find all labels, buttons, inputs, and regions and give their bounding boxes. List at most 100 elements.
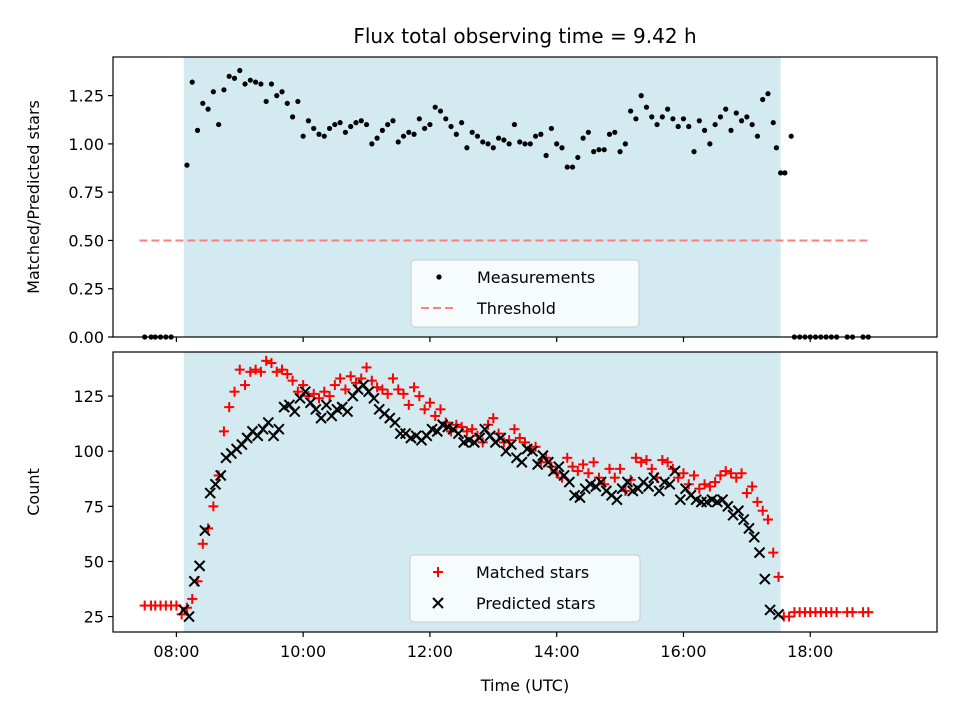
measurement-point: [205, 106, 211, 112]
predicted-star-point: [215, 469, 227, 482]
legend-box: [409, 554, 641, 623]
predicted-star-point: [674, 494, 686, 506]
measurement-point: [374, 135, 380, 141]
matched-star-point: [657, 455, 668, 466]
predicted-star-point: [732, 505, 745, 517]
measurement-point: [564, 164, 570, 170]
matched-star-point: [377, 384, 388, 395]
measurement-point: [612, 129, 618, 135]
predicted-star-point: [368, 392, 380, 405]
measurement-point: [253, 79, 259, 85]
measurement-point: [686, 123, 692, 130]
y-tick-label: 25: [84, 608, 104, 627]
matched-star-point: [636, 457, 647, 468]
predicted-star-point: [748, 531, 760, 543]
x-tick-label: 10:00: [280, 642, 326, 661]
measurement-point: [606, 131, 613, 137]
matched-star-point: [572, 466, 583, 477]
matched-star-point: [514, 432, 525, 443]
measurement-point: [580, 135, 586, 141]
measurement-point: [511, 121, 518, 128]
measurement-point: [311, 125, 317, 132]
y-tick-label: 50: [84, 552, 104, 571]
measurement-point: [728, 127, 734, 133]
measurement-point: [231, 75, 238, 81]
measurement-point: [517, 139, 523, 145]
y-tick-label: 0.00: [68, 328, 104, 347]
y-tick-label: 125: [73, 387, 104, 406]
measurement-point: [782, 170, 788, 176]
measurement-point: [480, 139, 486, 145]
predicted-star-point: [183, 610, 195, 623]
measurement-point: [406, 129, 412, 135]
measurement-point: [247, 77, 253, 83]
plot-frame: [112, 351, 938, 633]
y-tick-label: 0.50: [68, 231, 104, 250]
predicted-star-point: [553, 460, 565, 473]
predicted-star-point: [389, 416, 401, 429]
y-tick-label: 1.25: [68, 87, 104, 106]
matched-star-point: [646, 463, 657, 474]
predicted-star-point: [737, 513, 750, 526]
measurement-point: [279, 89, 285, 95]
measurement-point: [437, 108, 444, 114]
predicted-star-point: [653, 485, 665, 497]
measurement-point: [559, 145, 565, 151]
measurement-point: [226, 73, 232, 79]
matched-star-point: [245, 366, 256, 377]
measurement-point: [221, 87, 227, 93]
predicted-star-point: [452, 427, 465, 440]
measurement-point: [712, 121, 718, 128]
matched-star-point: [277, 364, 288, 375]
matched-star-point: [340, 384, 351, 395]
measurement-point: [575, 154, 581, 161]
predicted-star-point: [669, 465, 681, 477]
matched-star-point: [224, 402, 235, 413]
measurement-point: [337, 120, 343, 126]
measurement-point: [701, 127, 708, 133]
measurement-point: [474, 133, 481, 139]
predicted-star-point: [611, 494, 623, 506]
measurement-point: [707, 141, 713, 147]
legend: Matched stars Predicted stars: [409, 554, 641, 623]
matched-star-point: [567, 461, 578, 472]
predicted-star-point: [563, 476, 576, 488]
measurement-point: [385, 121, 391, 128]
predicted-star-point: [648, 471, 660, 484]
predicted-star-point: [262, 416, 274, 429]
measurement-point: [628, 108, 634, 114]
matched-star-point: [609, 472, 620, 483]
predicted-star-point: [759, 573, 771, 585]
measurement-point: [622, 141, 628, 147]
matched-star-point: [197, 538, 208, 549]
measurement-point: [300, 133, 306, 139]
measurement-point: [601, 147, 607, 153]
matched-star-point: [583, 468, 594, 479]
measurement-point: [527, 141, 533, 147]
matched-star-point: [720, 466, 731, 477]
predicted-star-point: [473, 432, 486, 444]
measurement-point: [469, 129, 475, 135]
matched-star-point: [726, 468, 736, 479]
series-predicted-stars: [178, 379, 785, 623]
matched-star-point: [187, 593, 198, 604]
measurement-point: [268, 81, 275, 87]
matched-star-point: [250, 364, 261, 375]
matched-star-point: [747, 481, 758, 492]
y-axis-label: Matched/Predicted stars: [24, 100, 43, 294]
measurement-point: [184, 162, 190, 168]
predicted-star-point: [526, 445, 539, 457]
measurement-point: [670, 116, 676, 122]
measurement-point: [738, 118, 745, 124]
matched-star-point: [414, 391, 425, 402]
matched-star-point: [234, 364, 245, 375]
matched-star-point: [319, 386, 330, 397]
measurement-point: [495, 135, 502, 141]
matched-star-point: [218, 426, 229, 437]
measurement-point: [390, 118, 396, 124]
measurement-point: [638, 93, 644, 99]
matched-star-point: [467, 424, 478, 435]
measurement-point: [194, 127, 201, 133]
matched-star-point: [731, 472, 742, 483]
